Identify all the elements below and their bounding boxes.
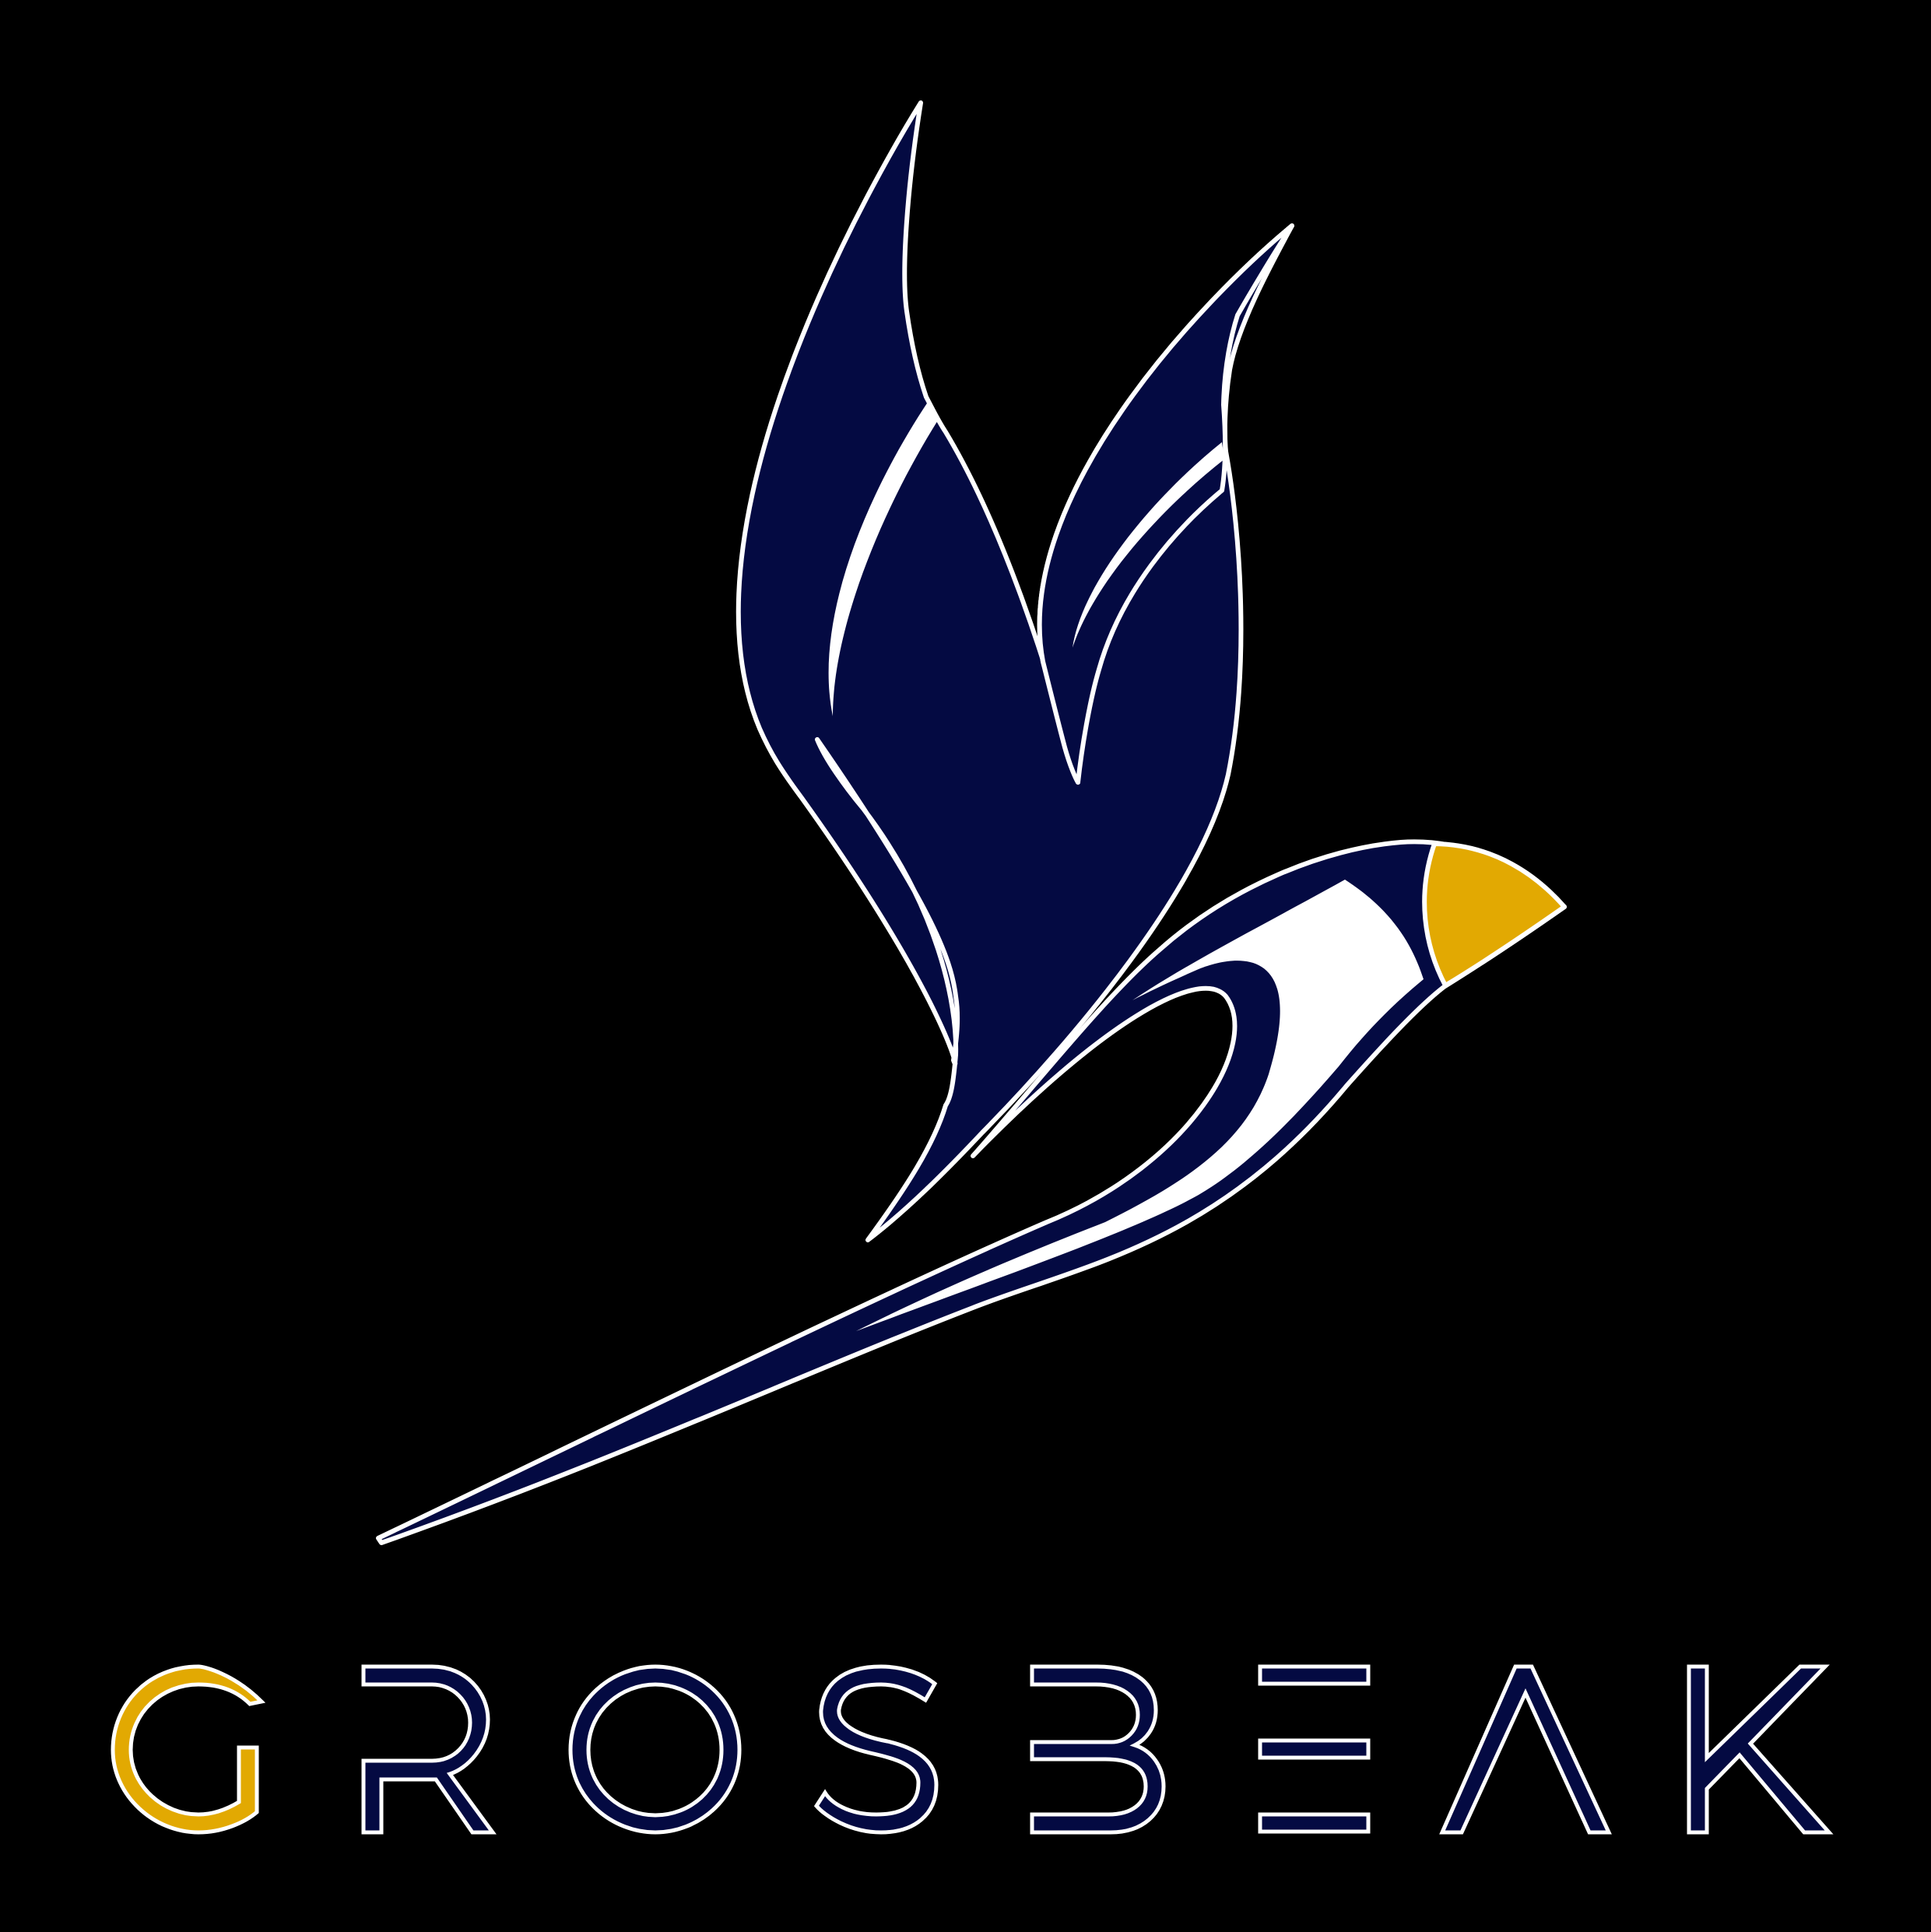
letter-k	[1687, 1664, 1834, 1835]
grosbeak-bird-icon	[376, 100, 1567, 1545]
letter-r	[361, 1664, 497, 1835]
wordmark	[111, 1664, 1834, 1835]
left-wing-highlight	[828, 401, 938, 716]
right-wing-highlight	[1073, 442, 1224, 648]
letter-b	[1030, 1664, 1166, 1835]
letter-g	[111, 1664, 266, 1835]
letter-s	[813, 1664, 939, 1835]
letter-e	[1258, 1664, 1371, 1834]
cheek	[856, 880, 1424, 1331]
letter-a	[1439, 1664, 1612, 1835]
letter-o	[568, 1664, 742, 1835]
tail	[376, 839, 1567, 1545]
beak	[1422, 841, 1567, 988]
